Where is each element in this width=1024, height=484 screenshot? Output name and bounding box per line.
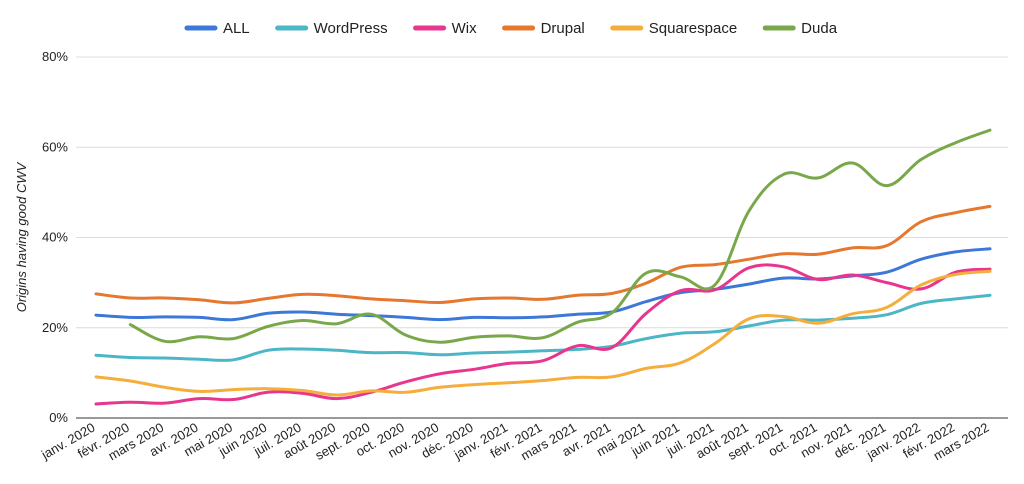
legend-label: ALL — [223, 20, 250, 37]
legend-item-squarespace: Squarespace — [610, 20, 737, 37]
legend-item-drupal: Drupal — [502, 20, 585, 37]
legend: ALL WordPress Wix Drupal Squarespace Duda — [184, 20, 838, 37]
legend-label: Squarespace — [649, 20, 737, 37]
legend-label: WordPress — [314, 20, 388, 37]
legend-label: Drupal — [541, 20, 585, 37]
legend-label: Wix — [452, 20, 477, 37]
series-line-wordpress — [94, 293, 992, 362]
y-axis-title: Origins having good CWV — [14, 161, 29, 312]
series-line-duda — [128, 128, 992, 344]
gridlines — [76, 56, 1008, 419]
series-line-wix — [94, 263, 992, 406]
y-tick-label: 0% — [49, 410, 68, 425]
legend-label: Duda — [801, 20, 838, 37]
legend-item-duda: Duda — [762, 20, 838, 37]
series-line-all — [94, 247, 992, 322]
y-tick-label: 40% — [42, 230, 68, 245]
series-line-squarespace — [94, 269, 992, 397]
series-line-drupal — [94, 204, 992, 305]
y-tick-label: 60% — [42, 139, 68, 154]
series-lines — [94, 128, 992, 406]
y-tick-labels: 0% 20% 40% 60% 80% — [42, 49, 68, 425]
y-tick-label: 80% — [42, 49, 68, 64]
y-tick-label: 20% — [42, 320, 68, 335]
legend-item-all: ALL — [184, 20, 250, 37]
legend-item-wordpress: WordPress — [275, 20, 388, 37]
legend-item-wix: Wix — [413, 20, 477, 37]
